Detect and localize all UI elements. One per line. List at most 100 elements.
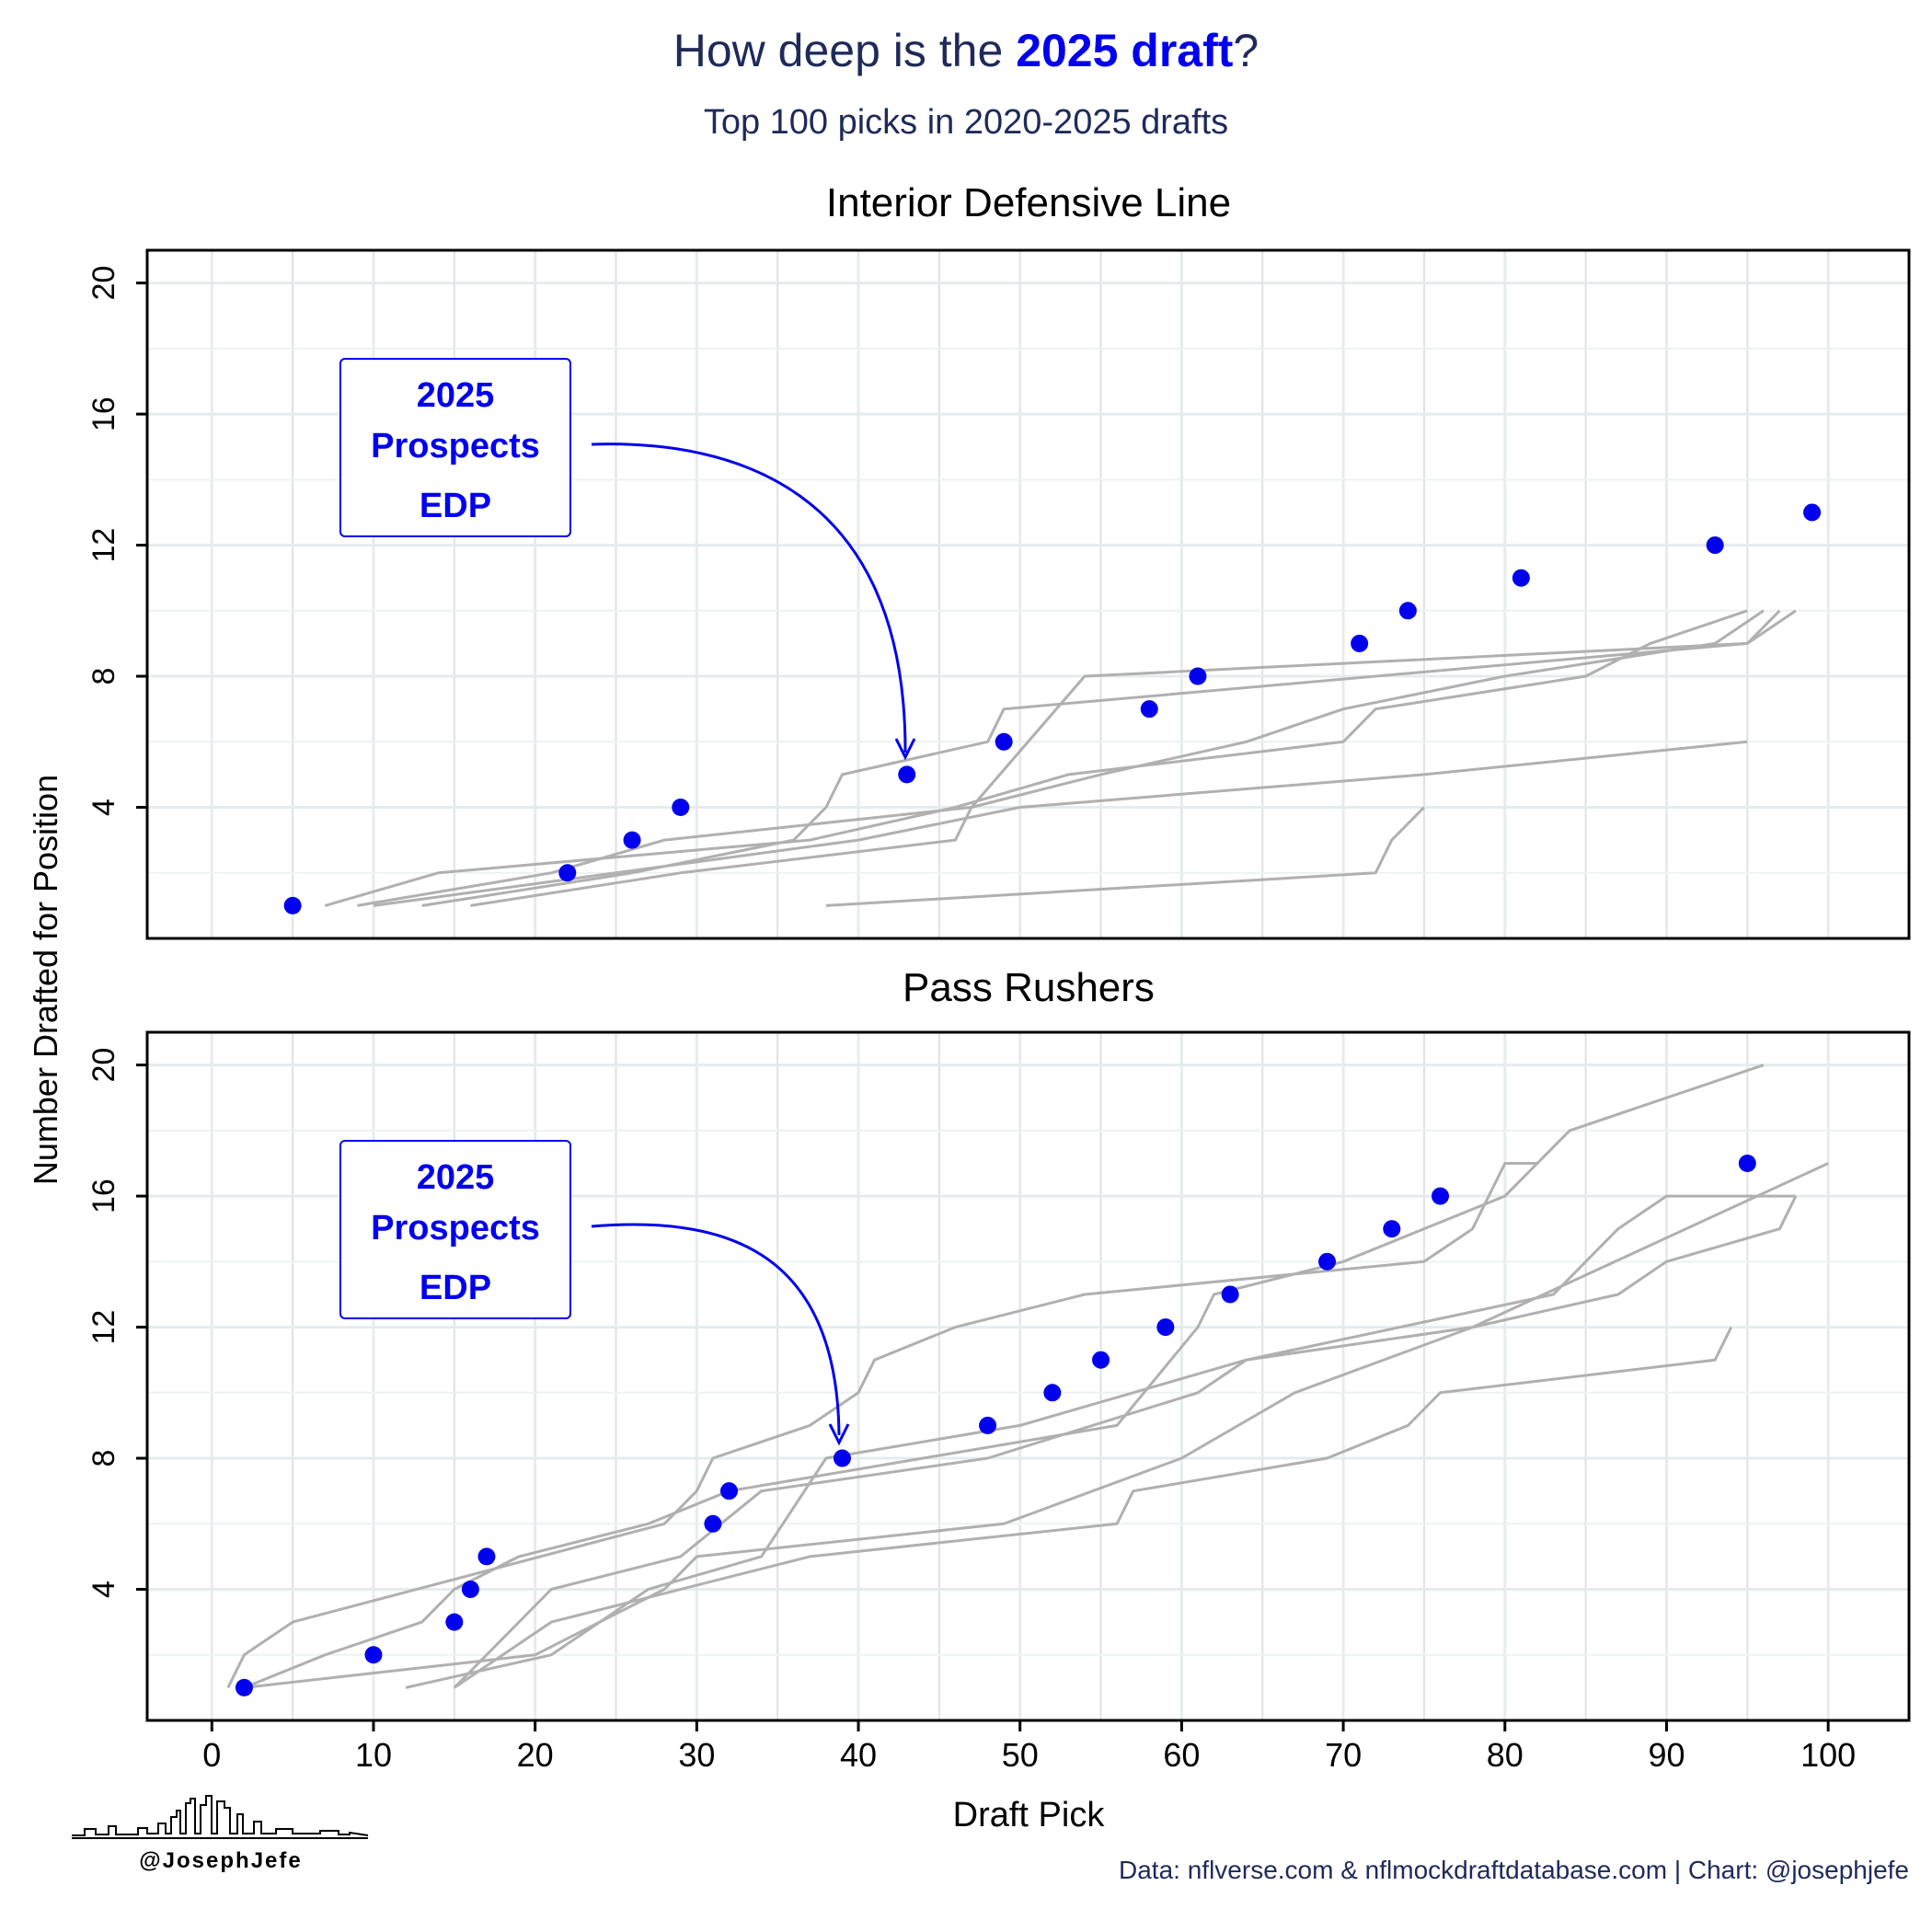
- skyline-icon: [72, 1795, 369, 1836]
- y-axis-ticks: 4 8 12 16 20: [86, 266, 147, 816]
- callout-line3: EDP: [420, 487, 491, 525]
- y-tick-label: 4: [86, 799, 121, 816]
- prospect-point: [1398, 602, 1417, 620]
- x-tick-label: 30: [678, 1736, 715, 1774]
- prospect-point: [672, 799, 690, 817]
- callout-pass-rushers: 2025 Prospects EDP: [339, 1140, 571, 1319]
- prospect-point: [1803, 503, 1822, 522]
- prospect-point: [283, 896, 302, 914]
- y-axis-ticks: 4 8 12 16 20: [86, 1048, 147, 1598]
- callout-arrow-head-interior-dl: [894, 738, 916, 761]
- prospect-point: [1156, 1318, 1175, 1337]
- prospect-point: [1383, 1220, 1401, 1238]
- chart-title-highlight: 2025 draft: [1016, 25, 1234, 76]
- josephjefe-logo: @JosephJefe: [72, 1795, 369, 1873]
- historical-line-5: [373, 740, 1748, 907]
- callout-line2: Prospects: [371, 427, 540, 466]
- prospect-point: [719, 1482, 738, 1501]
- x-tick-label: 10: [355, 1736, 392, 1774]
- y-tick-label: 12: [86, 1310, 121, 1345]
- gridlines: [147, 250, 1909, 938]
- callout-arrow-head-pass-rushers: [828, 1423, 850, 1446]
- prospect-point: [477, 1547, 496, 1566]
- callout-box: [339, 1140, 571, 1319]
- x-axis-ticks: 0 10 20 30 40 50 60 70 80 90 100: [202, 1720, 1856, 1774]
- logo-handle: @JosephJefe: [139, 1848, 302, 1873]
- prospect-point: [235, 1678, 253, 1696]
- prospect-point: [1140, 700, 1158, 719]
- x-tick-label: 100: [1800, 1736, 1856, 1774]
- prospect-point: [1706, 536, 1724, 555]
- prospect-point: [1043, 1384, 1062, 1402]
- prospect-points: [235, 1154, 1756, 1696]
- y-tick-label: 4: [86, 1581, 121, 1598]
- x-tick-label: 20: [517, 1736, 554, 1774]
- x-tick-label: 70: [1325, 1736, 1362, 1774]
- prospect-point: [445, 1613, 464, 1631]
- callout-line1: 2025: [417, 1158, 495, 1197]
- x-tick-label: 0: [202, 1736, 221, 1774]
- prospect-point: [461, 1581, 479, 1599]
- callout-arrows: [591, 443, 916, 1446]
- y-axis-label: Number Drafted for Position: [27, 775, 64, 1185]
- historical-line-3: [421, 609, 1797, 907]
- y-tick-label: 8: [86, 1450, 121, 1467]
- chart-title-prefix: How deep is the: [673, 25, 1016, 76]
- historical-line-4: [470, 609, 1765, 907]
- gridlines: [147, 1032, 1909, 1720]
- historical-draft-lines: [226, 1064, 1829, 1689]
- prospect-point: [995, 732, 1013, 751]
- y-tick-label: 20: [86, 1048, 121, 1083]
- panel-frame: [145, 1030, 1911, 1722]
- historical-line-5: [244, 1195, 1798, 1689]
- x-tick-label: 60: [1163, 1736, 1200, 1774]
- prospect-point: [1189, 667, 1207, 685]
- prospect-point: [1351, 634, 1369, 652]
- prospect-point: [1512, 569, 1530, 587]
- historical-line-6: [825, 806, 1425, 907]
- prospect-point: [898, 765, 916, 784]
- callout-box: [339, 358, 571, 537]
- prospect-point: [979, 1416, 997, 1434]
- callout-interior-dl: 2025 Prospects EDP: [339, 358, 571, 537]
- prospect-point: [1432, 1187, 1450, 1205]
- prospect-point: [833, 1449, 851, 1467]
- historical-draft-lines: [324, 609, 1797, 907]
- x-tick-label: 80: [1487, 1736, 1524, 1774]
- chart-title: How deep is the 2025 draft?: [673, 25, 1259, 76]
- y-tick-label: 16: [86, 397, 121, 431]
- historical-line-6: [453, 1326, 1733, 1689]
- panel-title-interior-dl: Interior Defensive Line: [826, 180, 1231, 225]
- prospect-point: [704, 1514, 722, 1533]
- panel-pass-rushers: 4 8 12 16 20 0 10 20 30 40 50 60 70 80 90 100: [86, 1030, 1911, 1774]
- x-tick-label: 90: [1648, 1736, 1685, 1774]
- chart-subtitle: Top 100 picks in 2020-2025 drafts: [704, 103, 1228, 142]
- callout-line1: 2025: [417, 376, 495, 415]
- y-tick-label: 20: [86, 266, 121, 301]
- panel-title-pass-rushers: Pass Rushers: [903, 965, 1155, 1010]
- callout-arrow-interior-dl: [591, 443, 907, 753]
- callout-line2: Prospects: [371, 1209, 540, 1248]
- prospect-point: [558, 864, 577, 882]
- historical-line-2: [243, 1064, 1765, 1689]
- panel-frame: [145, 248, 1911, 940]
- y-tick-label: 16: [86, 1179, 121, 1213]
- historical-line-4: [453, 1194, 1796, 1689]
- prospect-points: [283, 503, 1822, 914]
- prospect-point: [364, 1646, 383, 1664]
- x-tick-label: 40: [840, 1736, 877, 1774]
- x-axis-label: Draft Pick: [953, 1796, 1106, 1834]
- x-tick-label: 50: [1002, 1736, 1039, 1774]
- prospect-point: [1092, 1351, 1110, 1369]
- historical-line-1: [226, 1162, 1537, 1689]
- prospect-point: [623, 831, 641, 849]
- prospect-point: [1738, 1154, 1756, 1172]
- chart-title-suffix: ?: [1233, 25, 1259, 76]
- y-tick-label: 12: [86, 528, 121, 563]
- callout-line3: EDP: [420, 1269, 491, 1307]
- y-tick-label: 8: [86, 668, 121, 685]
- prospect-point: [1221, 1285, 1239, 1304]
- footer-credit: Data: nflverse.com & nflmockdraftdatabas…: [1119, 1856, 1909, 1884]
- prospect-point: [1318, 1252, 1337, 1271]
